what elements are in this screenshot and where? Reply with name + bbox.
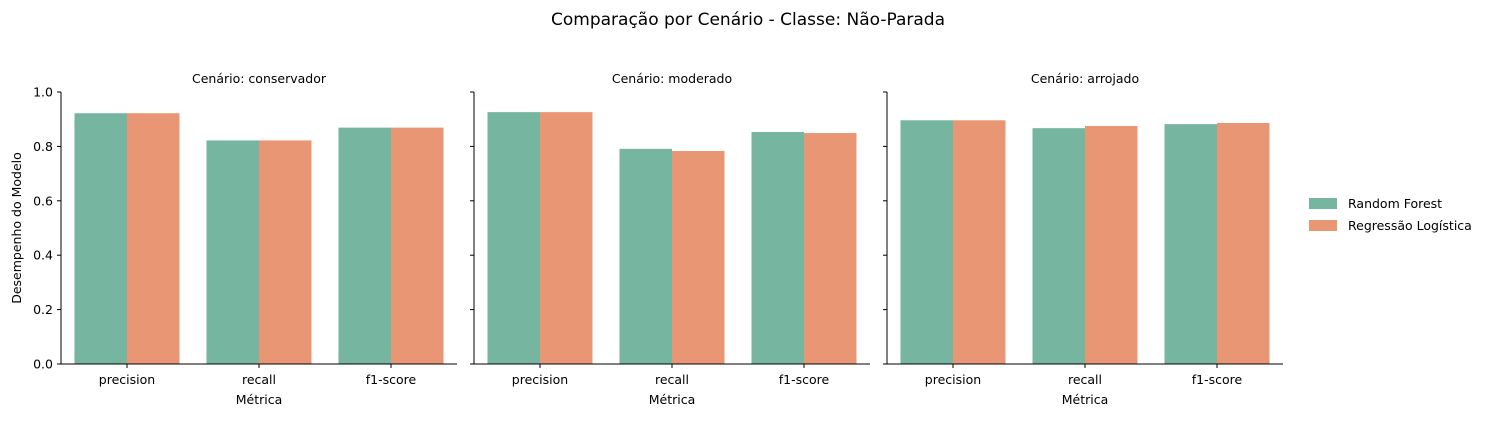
x-tick-label: recall [655,372,689,387]
facet-panel: Cenário: conservador precision recall f1-sc… [33,71,457,407]
y-tick-label: 0.8 [33,139,53,154]
x-tick-label: f1-score [1192,372,1243,387]
y-tick-label: 0.4 [33,248,53,263]
panel-title: Cenário: arrojado [1031,71,1139,86]
facet-panels: Cenário: conservador precision recall f1-sc… [33,71,1283,407]
y-tick-label: 0.0 [33,357,53,372]
bar-logistic-regression [391,127,444,364]
bar-logistic-regression [540,112,593,365]
bar-logistic-regression [127,113,180,364]
x-tick-label: recall [242,372,276,387]
bar-random-forest [619,148,672,364]
bar-random-forest [1032,128,1085,364]
bar-random-forest [751,131,804,364]
x-tick-label: precision [512,372,568,387]
x-tick-label: f1-score [779,372,830,387]
legend-label: Regressão Logística [1348,218,1472,233]
legend-label: Random Forest [1348,196,1442,211]
legend-swatch [1309,220,1337,231]
facet-panel: Cenário: arrojado precision recall f1-score… [883,71,1283,407]
bar-logistic-regression [259,140,312,364]
x-tick-label: recall [1068,372,1102,387]
x-tick-label: precision [99,372,155,387]
panel-title: Cenário: moderado [612,71,732,86]
bar-random-forest [338,127,391,364]
x-tick-label: f1-score [366,372,417,387]
legend: Random Forest Regressão Logística [1309,196,1472,233]
bar-random-forest [74,113,127,364]
y-tick-label: 0.6 [33,193,53,208]
bar-random-forest [206,140,259,364]
bar-random-forest [487,112,540,365]
bar-logistic-regression [804,133,857,364]
bar-logistic-regression [1217,123,1270,365]
y-axis-label-group: Desempenho do Modelo [9,152,24,304]
bar-random-forest [1164,124,1217,364]
bar-logistic-regression [1085,126,1138,364]
y-tick-label: 0.2 [33,302,53,317]
panel-title: Cenário: conservador [192,71,327,86]
legend-swatch [1309,198,1337,209]
bar-logistic-regression [672,151,725,364]
y-axis-label: Desempenho do Modelo [9,152,24,304]
x-axis-label: Métrica [649,392,696,407]
figure-title: Comparação por Cenário - Classe: Não-Par… [551,10,945,30]
facet-panel: Cenário: moderado precision recall f1-score… [470,71,870,407]
x-axis-label: Métrica [1062,392,1109,407]
x-tick-label: precision [925,372,981,387]
y-tick-label: 1.0 [33,85,53,100]
x-axis-label: Métrica [236,392,283,407]
bar-logistic-regression [953,120,1006,365]
bar-random-forest [900,120,953,365]
